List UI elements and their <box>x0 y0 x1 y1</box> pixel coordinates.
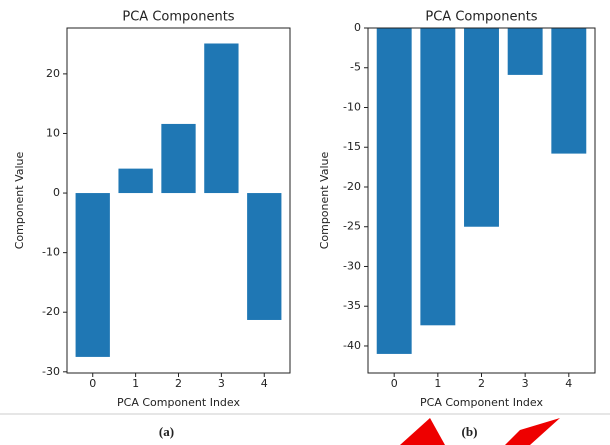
caption: (b) <box>462 424 478 439</box>
bar <box>551 28 587 154</box>
y-tick-label: 0 <box>53 186 60 199</box>
x-tick-label: 0 <box>391 377 398 390</box>
x-tick-label: 3 <box>522 377 529 390</box>
y-axis-label: Component Value <box>318 151 331 249</box>
x-tick-label: 4 <box>261 377 268 390</box>
x-axis-label: PCA Component Index <box>117 396 240 409</box>
y-tick-label: 10 <box>46 126 60 139</box>
y-tick-label: 0 <box>354 21 361 34</box>
y-tick-label: 20 <box>46 67 60 80</box>
red-arrow <box>400 418 445 445</box>
y-axis-label: Component Value <box>13 151 26 249</box>
plot-frame <box>367 27 596 374</box>
x-axis-label: PCA Component Index <box>420 396 543 409</box>
bar <box>464 28 499 227</box>
bar <box>507 28 543 75</box>
bar <box>75 193 110 357</box>
y-tick-label: -35 <box>343 299 361 312</box>
bar <box>161 123 196 194</box>
chart-title: PCA Components <box>122 10 234 25</box>
y-tick-label: -40 <box>343 339 361 352</box>
x-tick-label: 2 <box>175 377 182 390</box>
chart-title: PCA Components <box>425 10 537 25</box>
x-tick-label: 0 <box>89 377 96 390</box>
y-tick-label: -20 <box>343 180 361 193</box>
x-tick-label: 4 <box>565 377 572 390</box>
bar <box>247 193 282 320</box>
y-tick-label: -20 <box>42 305 60 318</box>
y-tick-label: -10 <box>42 246 60 259</box>
bar <box>376 28 412 354</box>
y-tick-label: -15 <box>343 140 361 153</box>
x-tick-label: 1 <box>434 377 441 390</box>
bar <box>118 168 153 194</box>
bar <box>204 43 239 194</box>
red-arrow <box>505 418 560 445</box>
x-tick-label: 1 <box>132 377 139 390</box>
y-tick-label: -5 <box>350 61 361 74</box>
plot-frame <box>66 27 291 374</box>
y-tick-label: -30 <box>42 365 60 378</box>
y-tick-label: -10 <box>343 100 361 113</box>
y-tick-label: -30 <box>343 259 361 272</box>
caption: (a) <box>159 424 174 439</box>
y-tick-label: -25 <box>343 220 361 233</box>
x-tick-label: 2 <box>478 377 485 390</box>
x-tick-label: 3 <box>218 377 225 390</box>
bar <box>420 28 456 326</box>
